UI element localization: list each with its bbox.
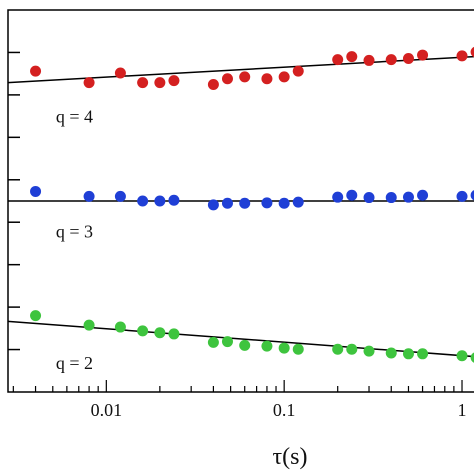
data-point-q3: [292, 196, 304, 208]
series-label-q4: q = 4: [56, 107, 93, 127]
data-point-q2: [221, 336, 233, 348]
data-point-q3: [261, 197, 273, 209]
data-point-q4: [470, 46, 474, 58]
data-point-q3: [30, 185, 42, 197]
data-point-q3: [221, 197, 233, 209]
data-point-q2: [456, 350, 468, 362]
data-point-q3: [332, 191, 344, 203]
data-point-q2: [168, 328, 180, 340]
data-point-q3: [363, 192, 375, 204]
data-points: [30, 46, 474, 363]
data-point-q2: [261, 340, 273, 352]
data-point-q4: [239, 71, 251, 83]
data-point-q2: [30, 310, 42, 322]
series-label-q2: q = 2: [56, 353, 93, 373]
data-point-q4: [30, 65, 42, 77]
data-point-q2: [470, 352, 474, 363]
data-point-q2: [83, 319, 95, 331]
x-tick-label: 0.01: [91, 400, 123, 420]
data-point-q3: [168, 194, 180, 206]
data-point-q2: [363, 345, 375, 357]
series-labels: q = 4 q = 3 q = 2: [56, 107, 93, 373]
x-axis-label: τ(s): [273, 444, 308, 470]
data-point-q4: [278, 71, 290, 83]
y-axis-ticks: [8, 51, 20, 351]
data-point-q2: [239, 339, 251, 351]
data-point-q4: [137, 77, 149, 89]
data-point-q2: [417, 348, 429, 360]
data-point-q3: [402, 191, 414, 203]
data-point-q3: [83, 190, 95, 202]
data-point-q3: [346, 189, 358, 201]
data-point-q2: [207, 336, 219, 348]
data-point-q2: [385, 347, 397, 359]
x-axis-ticks: 0.01 0.1 1: [12, 380, 467, 420]
data-point-q3: [137, 195, 149, 207]
data-point-q4: [363, 54, 375, 66]
data-point-q4: [332, 54, 344, 66]
series-label-q3: q = 3: [56, 221, 93, 241]
data-point-q4: [221, 73, 233, 85]
data-point-q4: [385, 54, 397, 66]
data-point-q4: [346, 51, 358, 63]
data-point-q3: [417, 189, 429, 201]
data-point-q3: [207, 199, 219, 211]
data-point-q3: [278, 197, 290, 209]
data-point-q2: [278, 342, 290, 354]
data-point-q4: [83, 77, 95, 89]
data-point-q3: [239, 197, 251, 209]
data-point-q2: [154, 327, 166, 339]
data-point-q2: [332, 343, 344, 355]
data-point-q4: [292, 65, 304, 77]
data-point-q3: [456, 190, 468, 202]
data-point-q3: [154, 195, 166, 207]
data-point-q4: [114, 67, 126, 79]
x-tick-label: 0.1: [273, 400, 296, 420]
data-point-q4: [207, 78, 219, 90]
data-point-q3: [114, 190, 126, 202]
data-point-q4: [402, 53, 414, 65]
data-point-q4: [154, 77, 166, 89]
data-point-q2: [346, 343, 358, 355]
data-point-q3: [385, 192, 397, 204]
data-point-q2: [114, 321, 126, 333]
data-point-q2: [137, 325, 149, 337]
data-point-q4: [456, 50, 468, 62]
x-tick-label: 1: [458, 400, 467, 420]
data-point-q3: [470, 190, 474, 201]
data-point-q4: [261, 73, 273, 85]
data-point-q4: [417, 49, 429, 61]
data-point-q4: [168, 75, 180, 87]
data-point-q2: [402, 348, 414, 360]
data-point-q2: [292, 343, 304, 355]
